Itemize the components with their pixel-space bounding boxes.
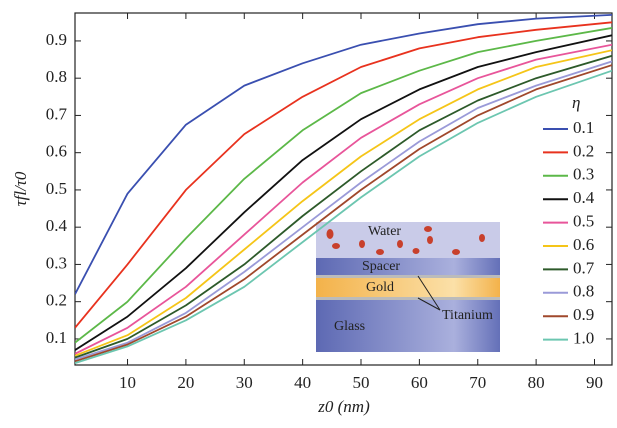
x-tick-label: 80 (528, 373, 545, 392)
x-tick-label: 90 (586, 373, 603, 392)
y-tick-label: 0.2 (46, 291, 67, 310)
legend-label: 0.2 (573, 141, 594, 160)
inset-label: Spacer (362, 259, 400, 274)
y-tick-label: 0.1 (46, 328, 67, 347)
legend-label: 0.9 (573, 305, 594, 324)
y-tick-label: 0.9 (46, 30, 67, 49)
y-tick-label: 0.6 (46, 142, 67, 161)
x-tick-label: 40 (294, 373, 311, 392)
legend-title: η (572, 93, 580, 112)
inset-diagram: Water Spacer Gold Titanium Glass (316, 222, 500, 352)
y-tick-label: 0.3 (46, 253, 67, 272)
legend-label: 0.6 (573, 235, 594, 254)
chart: Water Spacer Gold Titanium Glass z0 (nm)… (0, 0, 617, 423)
y-axis-label: τfl/τ0 (11, 171, 30, 206)
y-tick-label: 0.4 (46, 216, 68, 235)
legend-label: 0.3 (573, 165, 594, 184)
legend-label: 0.5 (573, 212, 594, 231)
x-tick-label: 10 (119, 373, 136, 392)
y-tick-label: 0.8 (46, 67, 67, 86)
y-tick-label: 0.7 (46, 104, 68, 123)
legend-label: 0.8 (573, 282, 594, 301)
x-tick-label: 70 (469, 373, 486, 392)
x-tick-label: 20 (177, 373, 194, 392)
y-tick-label: 0.5 (46, 179, 67, 198)
legend-label: 0.1 (573, 118, 594, 137)
legend-label: 0.4 (573, 188, 595, 207)
x-tick-label: 60 (411, 373, 428, 392)
x-tick-label: 30 (236, 373, 253, 392)
inset-label: Glass (334, 319, 365, 334)
legend-label: 0.7 (573, 258, 595, 277)
inset-label: Water (368, 224, 401, 239)
inset-label: Gold (366, 280, 394, 295)
x-axis-label: z0 (nm) (317, 397, 370, 416)
legend-label: 1.0 (573, 329, 594, 348)
x-tick-label: 50 (353, 373, 370, 392)
inset-label: Titanium (442, 308, 493, 323)
